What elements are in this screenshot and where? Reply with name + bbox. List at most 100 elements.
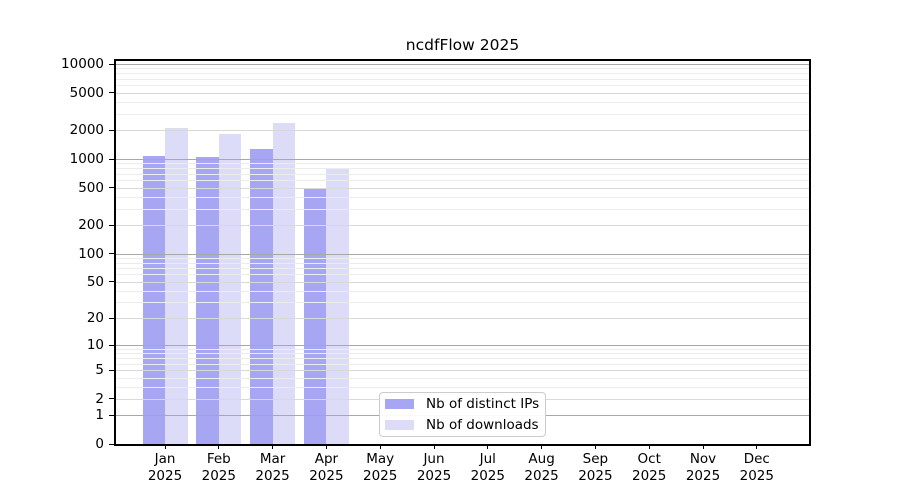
y-tick-label: 5000 bbox=[69, 84, 104, 101]
y-tick-label: 10 bbox=[86, 337, 104, 354]
gridline-minor bbox=[116, 358, 809, 360]
gridline-minor bbox=[116, 290, 809, 292]
legend: Nb of distinct IPs Nb of downloads bbox=[379, 392, 546, 437]
x-tick-label-may: May 2025 bbox=[363, 451, 398, 484]
gridline-mid bbox=[116, 225, 809, 227]
bar-downloads-feb bbox=[218, 134, 242, 444]
legend-label-distinct-ips: Nb of distinct IPs bbox=[426, 395, 540, 412]
axis-spine-left bbox=[113, 58, 116, 446]
x-tick-mark bbox=[379, 445, 381, 449]
legend-label-downloads: Nb of downloads bbox=[426, 416, 539, 433]
x-tick-label-jul: Jul 2025 bbox=[470, 451, 505, 484]
legend-swatch-downloads bbox=[385, 420, 414, 430]
axis-spine-right bbox=[808, 58, 811, 446]
axis-spine-top bbox=[113, 58, 811, 61]
x-tick-mark bbox=[164, 445, 166, 449]
y-tick-label: 5 bbox=[95, 362, 104, 379]
legend-swatch-distinct-ips bbox=[385, 399, 414, 409]
y-tick-mark bbox=[109, 253, 114, 255]
y-tick-mark bbox=[109, 63, 114, 65]
y-tick-label: 0 bbox=[95, 436, 104, 452]
gridline-minor bbox=[116, 101, 809, 103]
gridline-minor bbox=[116, 302, 809, 304]
gridline-minor bbox=[116, 196, 809, 198]
y-tick-label: 20 bbox=[86, 310, 104, 327]
gridline-minor bbox=[116, 363, 809, 365]
x-tick-label-oct: Oct 2025 bbox=[632, 451, 667, 484]
bar-downloads-mar bbox=[272, 123, 296, 444]
gridline-minor bbox=[116, 168, 809, 170]
x-tick-label-apr: Apr 2025 bbox=[309, 451, 344, 484]
y-tick-mark bbox=[109, 281, 114, 283]
bar-distinct-ips-mar bbox=[250, 149, 273, 444]
gridline-minor bbox=[116, 163, 809, 165]
gridline-minor bbox=[116, 85, 809, 87]
x-tick-mark bbox=[433, 445, 435, 449]
legend-item-downloads: Nb of downloads bbox=[385, 417, 539, 434]
gridline-minor bbox=[116, 377, 809, 379]
gridline-major bbox=[116, 345, 809, 347]
y-tick-mark bbox=[109, 443, 114, 445]
gridline-minor bbox=[116, 353, 809, 355]
y-tick-label: 500 bbox=[78, 179, 104, 196]
bar-distinct-ips-apr bbox=[303, 188, 327, 444]
y-tick-mark bbox=[109, 414, 114, 416]
gridline-minor bbox=[116, 386, 809, 388]
x-tick-mark bbox=[594, 445, 596, 449]
y-tick-label: 1 bbox=[95, 407, 104, 424]
gridline-mid bbox=[116, 281, 809, 283]
gridline-minor bbox=[116, 274, 809, 276]
axis-spine-bottom bbox=[113, 443, 811, 446]
gridline-minor bbox=[116, 262, 809, 264]
bar-distinct-ips-feb bbox=[196, 156, 219, 444]
y-tick-mark bbox=[109, 369, 114, 371]
gridline-mid bbox=[116, 318, 809, 320]
gridline-minor bbox=[116, 78, 809, 80]
gridline-minor bbox=[116, 173, 809, 175]
x-tick-label-sep: Sep 2025 bbox=[578, 451, 613, 484]
x-tick-label-feb: Feb 2025 bbox=[201, 451, 236, 484]
x-tick-mark bbox=[702, 445, 704, 449]
gridline-mid bbox=[116, 370, 809, 372]
x-tick-mark bbox=[648, 445, 650, 449]
x-tick-mark bbox=[756, 445, 758, 449]
chart-title: ncdfFlow 2025 bbox=[405, 36, 520, 54]
y-tick-mark bbox=[109, 129, 114, 131]
gridline-mid bbox=[116, 187, 809, 189]
x-tick-label-mar: Mar 2025 bbox=[255, 451, 290, 484]
legend-item-distinct-ips: Nb of distinct IPs bbox=[385, 396, 539, 413]
x-tick-label-dec: Dec 2025 bbox=[739, 451, 774, 484]
y-tick-mark bbox=[109, 344, 114, 346]
gridline-mid bbox=[116, 92, 809, 94]
bar-downloads-jan bbox=[165, 128, 188, 444]
y-tick-mark bbox=[109, 92, 114, 94]
y-tick-mark bbox=[109, 398, 114, 400]
gridline-major bbox=[116, 253, 809, 255]
x-tick-mark bbox=[218, 445, 220, 449]
gridline-minor bbox=[116, 180, 809, 181]
y-tick-label: 1000 bbox=[69, 151, 104, 167]
y-tick-mark bbox=[109, 317, 114, 319]
y-tick-label: 200 bbox=[78, 217, 104, 234]
bar-distinct-ips-jan bbox=[142, 155, 165, 444]
x-tick-label-aug: Aug 2025 bbox=[524, 451, 559, 484]
gridline-minor bbox=[116, 68, 809, 70]
x-tick-label-jan: Jan 2025 bbox=[147, 451, 183, 484]
x-tick-mark bbox=[325, 445, 327, 449]
x-tick-mark bbox=[487, 445, 489, 449]
y-tick-label: 50 bbox=[86, 273, 104, 290]
gridline-minor bbox=[116, 257, 809, 259]
y-tick-label: 2000 bbox=[69, 122, 104, 139]
bar-downloads-apr bbox=[326, 167, 349, 444]
gridline-minor bbox=[116, 73, 809, 75]
x-tick-mark bbox=[541, 445, 543, 449]
gridline-major bbox=[116, 159, 809, 160]
gridline-minor bbox=[116, 208, 809, 210]
y-tick-mark bbox=[109, 187, 114, 188]
x-tick-label-nov: Nov 2025 bbox=[685, 451, 721, 484]
y-tick-mark bbox=[109, 158, 114, 160]
y-tick-label: 2 bbox=[95, 390, 104, 407]
gridline-minor bbox=[116, 268, 809, 270]
gridline-mid bbox=[116, 130, 809, 132]
